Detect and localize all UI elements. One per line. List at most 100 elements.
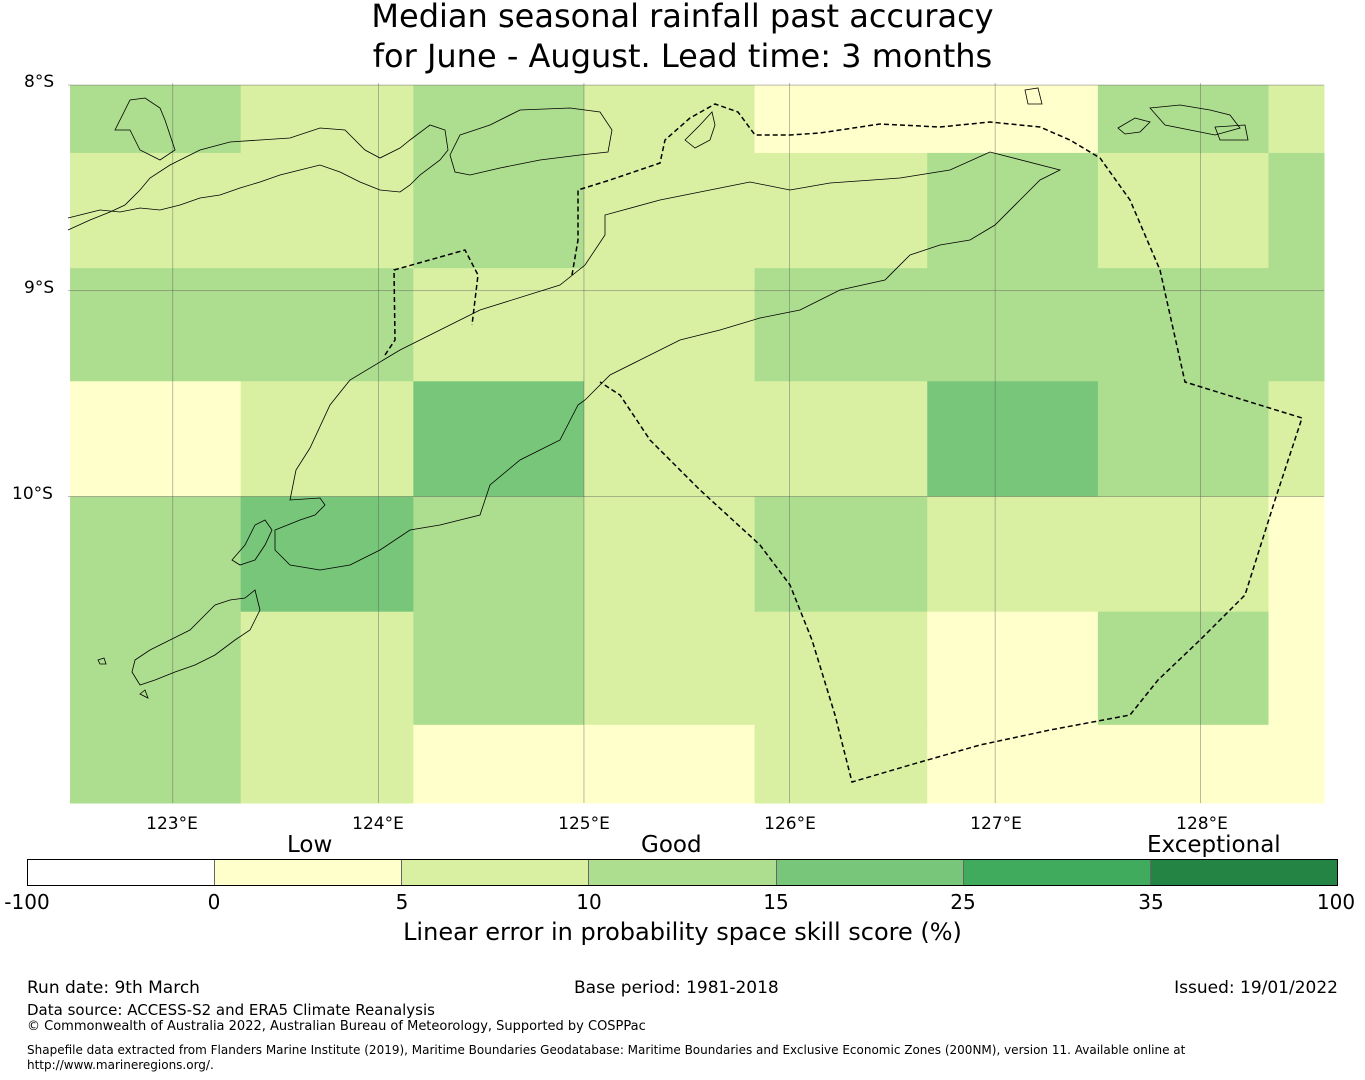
lon-label-127e: 127°E [970,814,1022,834]
grid-cell [70,85,242,154]
grid-cell [1097,268,1269,382]
grid-cell [70,724,242,804]
category-low: Low [287,832,333,858]
coastline-small-island-3 [1117,117,1151,135]
colorbar-tick: 25 [950,890,976,914]
grid-cell [1268,85,1325,154]
lat-label-9s: 9°S [24,278,55,298]
coastline-wetar [449,107,613,176]
coastline-small-island-4 [1214,124,1249,141]
coastline-rote [131,589,261,686]
grid-cell [754,611,928,726]
grid-cell [583,85,756,154]
grid-cell [754,268,928,382]
colorbar-segment [776,860,964,885]
grid-cell [413,724,585,804]
grid-cell [927,496,1099,613]
grid-cell [240,381,414,497]
colorbar-tick: 0 [207,890,221,914]
grid-cell [1097,611,1269,726]
shapefile-credit: Shapefile data extracted from Flanders M… [27,1043,1186,1072]
grid-cell [1097,496,1269,613]
grid-cell [413,381,585,497]
coastline-islet-a [97,657,107,665]
coastline-flores [67,124,449,231]
grid-cell [754,496,928,613]
grid-cell [1097,85,1269,154]
title-line-1: Median seasonal rainfall past accuracy [371,0,994,35]
category-good: Good [641,832,702,858]
category-exceptional: Exceptional [1147,832,1281,858]
grid-cell [583,268,756,382]
colorbar-tick: 10 [576,890,602,914]
grid-cell [240,85,414,154]
colorbar-segment [402,860,590,885]
lon-label-123e: 123°E [146,814,198,834]
coastline [67,87,1249,699]
colorbar-segment [1150,860,1337,885]
grid-cell [70,496,242,613]
grid-cell [583,611,756,726]
coastline-sawu-islet [231,519,273,566]
grid-cell [240,611,414,726]
grid-cell [927,724,1099,804]
grid-cell [70,381,242,497]
grid-cell [1268,268,1325,382]
grid-cell [927,268,1099,382]
lon-label-125e: 125°E [558,814,610,834]
eez-boundary [384,103,1303,783]
eez-boundary-north [571,103,1303,783]
lon-label-126e: 126°E [764,814,816,834]
grid-cell [413,611,585,726]
grid-cell [927,611,1099,726]
grid-cell [927,85,1099,154]
colorbar-tick: 100 [1316,890,1356,914]
colorbar-segment [215,860,403,885]
grid-cell [1268,152,1325,269]
coastline-small-island-2 [1149,104,1241,136]
grid-cell [70,268,242,382]
skill-grid [70,85,1325,804]
base-period: Base period: 1981-2018 [574,978,779,998]
colorbar-tick: 5 [395,890,409,914]
grid-cell [70,611,242,726]
colorbar-label: Linear error in probability space skill … [403,918,962,946]
grid-cell [240,496,414,613]
grid-cell [754,85,928,154]
coastline-small-island-6 [684,111,716,149]
grid-cell [927,152,1099,269]
lon-label-124e: 124°E [352,814,404,834]
coastline-timor [274,151,1062,571]
eez-boundary-west [384,249,479,356]
lat-label-8s: 8°S [24,72,55,92]
grid-cell [70,152,242,269]
grid-cell [754,152,928,269]
colorbar-tick: 35 [1138,890,1164,914]
coastline-small-island-1 [114,97,176,161]
issued-date: Issued: 19/01/2022 [1174,978,1338,998]
grid-cell [240,724,414,804]
colorbar-tick: 15 [763,890,789,914]
data-source: Data source: ACCESS-S2 and ERA5 Climate … [27,1001,435,1019]
colorbar-segment [589,860,777,885]
grid-cell [1268,724,1325,804]
grid-cell [1268,496,1325,613]
grid-cell [583,724,756,804]
grid-cell [240,152,414,269]
colorbar [27,859,1338,886]
grid-cell [583,381,756,497]
grid-cell [413,152,585,269]
map-plot [67,83,1325,804]
grid-cell [583,152,756,269]
chart-title: Median seasonal rainfall past accuracy f… [0,0,1365,76]
lat-label-10s: 10°S [12,484,53,504]
grid-cell [1268,611,1325,726]
grid-cell [413,85,585,154]
coastline-small-island-5 [1024,87,1043,105]
grid-cell [927,381,1099,497]
grid-cell [1097,381,1269,497]
lon-label-128e: 128°E [1176,814,1228,834]
grid-cell [583,496,756,613]
grid-cell [240,268,414,382]
colorbar-tick: -100 [4,890,50,914]
